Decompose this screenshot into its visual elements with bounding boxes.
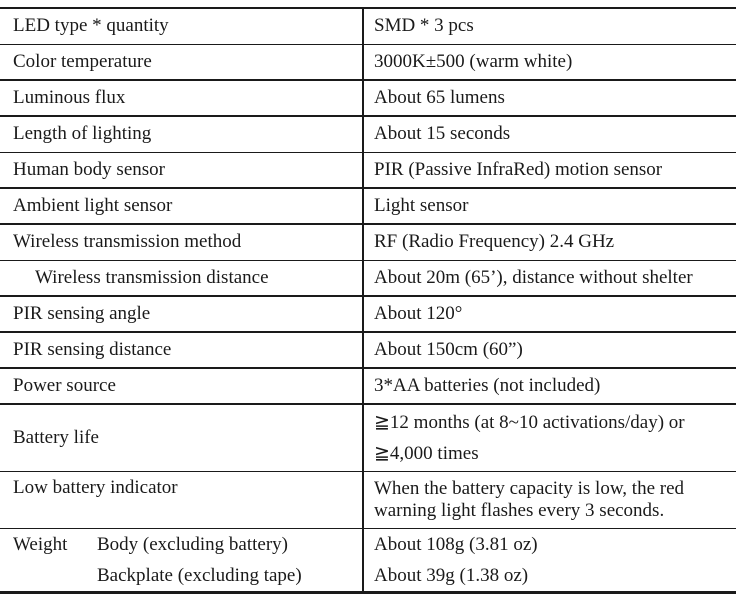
- spec-value: RF (Radio Frequency) 2.4 GHz: [362, 223, 736, 260]
- spec-sublabel: Body (excluding battery): [97, 533, 289, 555]
- specifications-table: LED type * quantity SMD * 3 pcs Color te…: [0, 7, 736, 594]
- spec-label: Length of lighting: [0, 115, 363, 152]
- spec-label: Ambient light sensor: [0, 187, 363, 224]
- spec-label: Wireless transmission distance: [0, 259, 363, 296]
- spec-value: SMD * 3 pcs: [362, 7, 736, 44]
- table-row: Low battery indicator When the battery c…: [0, 470, 736, 528]
- spec-value: About 65 lumens: [362, 79, 736, 116]
- table-row: Weight Body (excluding battery) Backplat…: [0, 527, 736, 594]
- spec-value-line: About 39g (1.38 oz): [374, 564, 529, 586]
- spec-value: About 20m (65’), distance without shelte…: [362, 259, 736, 296]
- table-row: Human body sensor PIR (Passive InfraRed)…: [0, 151, 736, 188]
- spec-value: PIR (Passive InfraRed) motion sensor: [362, 151, 736, 188]
- table-row: Wireless transmission distance About 20m…: [0, 259, 736, 296]
- spec-label: LED type * quantity: [0, 7, 363, 44]
- table-row: Luminous flux About 65 lumens: [0, 79, 736, 116]
- spec-value: When the battery capacity is low, the re…: [362, 470, 736, 528]
- spec-label: Battery life: [0, 403, 363, 471]
- spec-value: 3000K±500 (warm white): [362, 43, 736, 80]
- spec-label: Color temperature: [0, 43, 363, 80]
- table-row: Ambient light sensor Light sensor: [0, 187, 736, 224]
- spec-value: Light sensor: [362, 187, 736, 224]
- spec-value-line: About 108g (3.81 oz): [374, 533, 538, 555]
- table-row: Battery life ≧12 months (at 8~10 activat…: [0, 403, 736, 471]
- spec-value: ≧12 months (at 8~10 activations/day) or …: [362, 403, 736, 471]
- spec-value-line: ≧12 months (at 8~10 activations/day) or: [374, 411, 685, 433]
- spec-value: 3*AA batteries (not included): [362, 367, 736, 404]
- table-row: PIR sensing distance About 150cm (60”): [0, 331, 736, 368]
- spec-label: Luminous flux: [0, 79, 363, 116]
- table-row: LED type * quantity SMD * 3 pcs: [0, 7, 736, 44]
- spec-label: PIR sensing angle: [0, 295, 363, 332]
- table-row: Length of lighting About 15 seconds: [0, 115, 736, 152]
- spec-label: Low battery indicator: [0, 470, 363, 528]
- spec-value: About 108g (3.81 oz) About 39g (1.38 oz): [362, 527, 736, 594]
- spec-value-line: ≧4,000 times: [374, 442, 479, 464]
- spec-value: About 150cm (60”): [362, 331, 736, 368]
- spec-label: Power source: [0, 367, 363, 404]
- spec-sublabel: Wireless transmission distance: [35, 266, 269, 288]
- spec-sublabel: Backplate (excluding tape): [97, 564, 302, 586]
- spec-value-line: warning light flashes every 3 seconds.: [374, 499, 665, 521]
- table-row: Wireless transmission method RF (Radio F…: [0, 223, 736, 260]
- spec-value: About 15 seconds: [362, 115, 736, 152]
- spec-label: PIR sensing distance: [0, 331, 363, 368]
- spec-label: Human body sensor: [0, 151, 363, 188]
- spec-value-line: When the battery capacity is low, the re…: [374, 477, 685, 499]
- weight-label: Weight: [13, 533, 68, 555]
- spec-label: Weight Body (excluding battery) Backplat…: [0, 527, 363, 594]
- table-row: PIR sensing angle About 120°: [0, 295, 736, 332]
- table-row: Color temperature 3000K±500 (warm white): [0, 43, 736, 80]
- spec-label: Wireless transmission method: [0, 223, 363, 260]
- table-row: Power source 3*AA batteries (not include…: [0, 367, 736, 404]
- spec-value: About 120°: [362, 295, 736, 332]
